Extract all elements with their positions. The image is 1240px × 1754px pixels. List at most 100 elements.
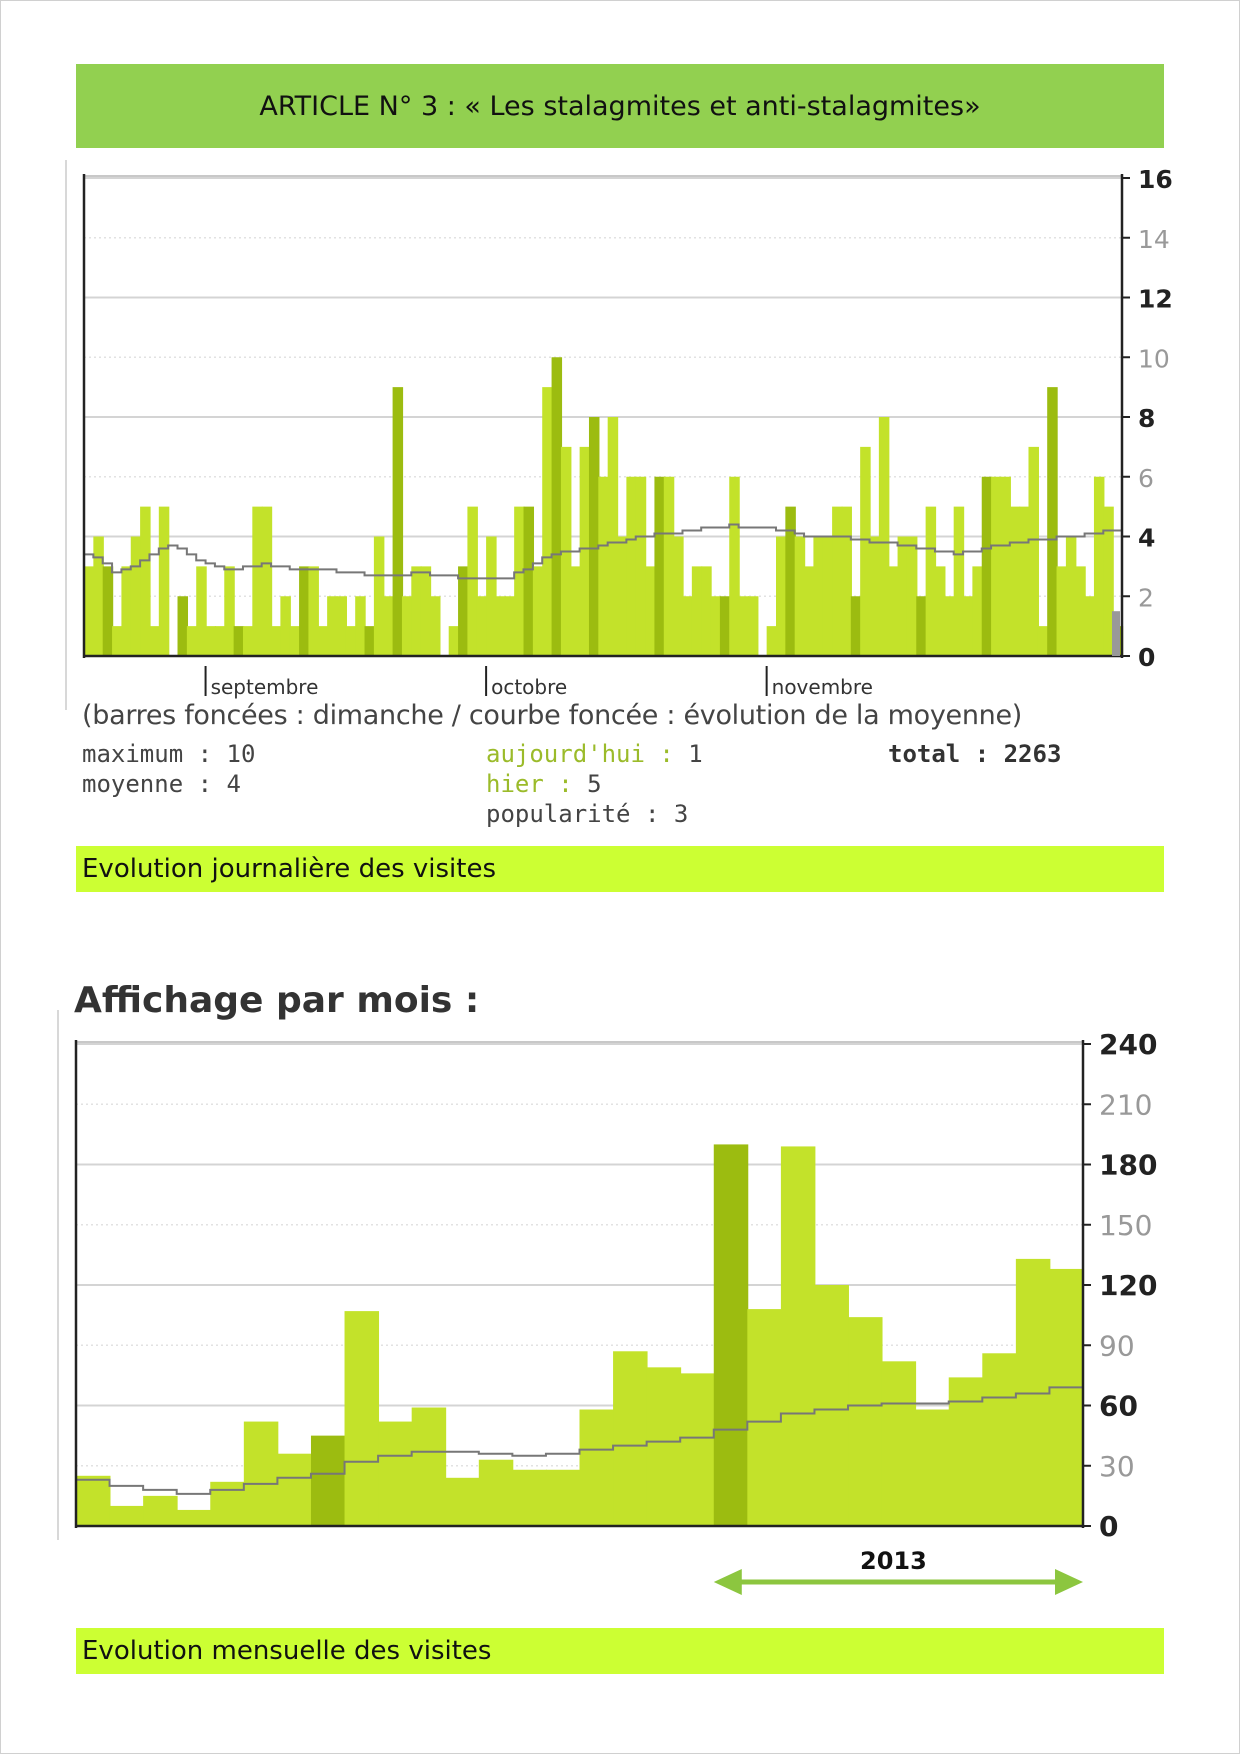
bar <box>1103 506 1114 656</box>
month-label: octobre <box>491 675 567 699</box>
bar <box>1037 626 1049 656</box>
bar <box>925 506 937 656</box>
bar-sunday <box>850 596 862 656</box>
bar <box>1000 476 1011 656</box>
bar <box>514 506 525 656</box>
bar <box>729 476 740 656</box>
stat-total: total : 2263 <box>888 740 1061 768</box>
bar-sunday <box>654 476 665 656</box>
bar <box>224 566 235 656</box>
bar <box>130 536 142 656</box>
bar <box>906 536 918 656</box>
bar-sunday <box>364 626 376 656</box>
bar <box>243 1421 279 1526</box>
bar <box>776 536 787 656</box>
y-tick-label: 0 <box>1138 643 1155 672</box>
bar-sunday <box>177 596 189 656</box>
bar <box>1056 566 1068 656</box>
bar <box>673 536 684 656</box>
bar <box>991 476 1002 656</box>
bar <box>1028 446 1039 656</box>
bar <box>613 1351 648 1526</box>
bar <box>271 626 282 656</box>
article-title: ARTICLE N° 3 : « Les stalagmites et anti… <box>259 90 981 122</box>
bar <box>344 1311 380 1526</box>
bar-sunday <box>916 596 927 656</box>
bar-sunday <box>102 566 114 656</box>
bar <box>944 596 955 656</box>
bar <box>176 1509 212 1526</box>
y-tick-label: 4 <box>1138 524 1155 553</box>
bar <box>1093 476 1105 656</box>
bar <box>378 1421 413 1526</box>
bar <box>646 1367 682 1526</box>
bar <box>327 596 338 656</box>
bar <box>579 1409 614 1526</box>
stat-moyenne: moyenne : 4 <box>82 770 241 798</box>
bar <box>420 566 432 656</box>
bar <box>570 566 581 656</box>
bar <box>663 476 675 656</box>
y-tick-label: 120 <box>1099 1269 1157 1302</box>
bar <box>617 536 628 656</box>
bar <box>780 1146 816 1526</box>
bar <box>93 536 104 656</box>
bar-sunday <box>299 566 310 656</box>
bar <box>495 596 506 656</box>
bar <box>430 596 441 656</box>
bar <box>869 536 881 656</box>
y-tick-label: 180 <box>1099 1149 1157 1182</box>
bar-sunday <box>713 1144 749 1526</box>
bar-sunday <box>588 417 600 656</box>
bar <box>445 1477 480 1526</box>
article-title-bar: ARTICLE N° 3 : « Les stalagmites et anti… <box>76 64 1164 148</box>
stat-hier: hier : 5 <box>486 770 602 798</box>
bar <box>888 566 899 656</box>
y-tick-label: 6 <box>1138 464 1154 493</box>
monthly-section-label: Evolution mensuelle des visites <box>76 1628 1164 1674</box>
stat-total-value: total : 2263 <box>888 740 1062 768</box>
bar <box>383 596 394 656</box>
bar <box>848 1317 883 1526</box>
bar <box>196 566 207 656</box>
bar <box>738 596 750 656</box>
bar <box>401 596 413 656</box>
bar <box>1084 596 1096 656</box>
bar-sunday <box>458 566 469 656</box>
stat-aujourdhui: aujourd'hui : 1 <box>486 740 703 768</box>
bar <box>158 506 170 656</box>
bar <box>626 476 637 656</box>
bar <box>813 536 824 656</box>
bar-sunday <box>1047 387 1058 656</box>
bar <box>701 566 712 656</box>
bar <box>280 596 291 656</box>
bar <box>277 1453 312 1526</box>
bar <box>1049 1268 1084 1526</box>
bar-sunday <box>981 476 993 656</box>
bar-sunday <box>719 596 731 656</box>
bar <box>84 566 95 656</box>
bar <box>878 417 890 656</box>
y-tick-label: 210 <box>1099 1088 1152 1121</box>
bar <box>242 626 254 656</box>
y-tick-label: 14 <box>1138 225 1170 254</box>
bar <box>486 536 497 656</box>
bar <box>112 626 123 656</box>
bar <box>948 1377 984 1526</box>
monthly-section-label-text: Evolution mensuelle des visites <box>82 1636 492 1666</box>
year-label: 2013 <box>860 1547 927 1575</box>
bar-sunday <box>523 506 535 656</box>
month-label: septembre <box>211 675 319 699</box>
bar <box>1065 536 1077 656</box>
bar <box>645 566 656 656</box>
bar <box>467 506 478 656</box>
bar <box>747 1309 782 1526</box>
bar <box>512 1469 547 1526</box>
stat-popularite: popularité : 3 <box>486 800 689 828</box>
bar <box>814 1285 849 1526</box>
bar-sunday <box>551 357 563 656</box>
bar <box>953 506 965 656</box>
bar <box>448 626 460 656</box>
daily-section-label: Evolution journalière des visites <box>76 846 1164 892</box>
bar <box>972 566 983 656</box>
